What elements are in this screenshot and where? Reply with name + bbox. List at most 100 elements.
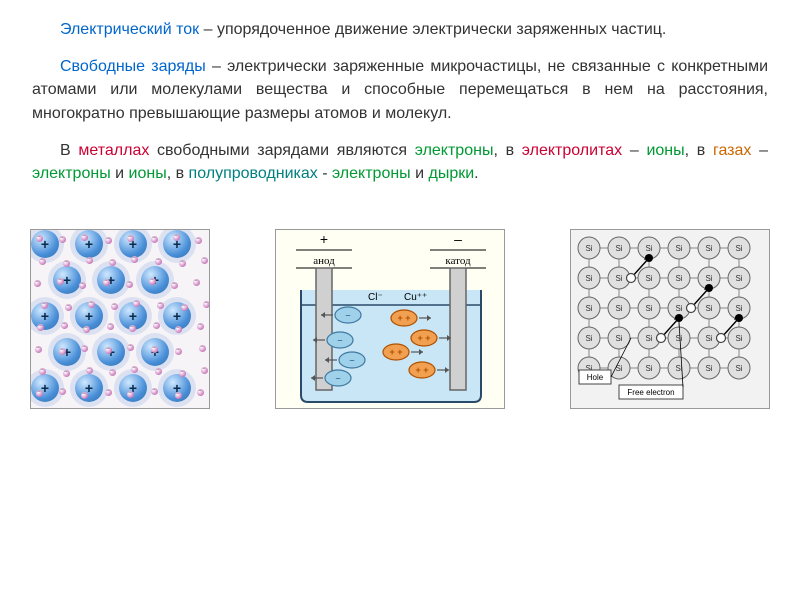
lattice-electron bbox=[153, 322, 160, 329]
svg-text:Si: Si bbox=[705, 274, 712, 283]
term-metals: металлах bbox=[78, 142, 149, 159]
lattice-electron bbox=[59, 388, 66, 395]
svg-text:катод: катод bbox=[445, 255, 471, 267]
svg-text:Si: Si bbox=[735, 334, 742, 343]
svg-text:Hole: Hole bbox=[587, 373, 604, 382]
lattice-electron bbox=[35, 346, 42, 353]
lattice-electron bbox=[109, 369, 116, 376]
svg-text:–: – bbox=[337, 335, 342, 345]
figure-metal-lattice bbox=[30, 229, 210, 409]
svg-text:Si: Si bbox=[645, 364, 652, 373]
lattice-electron bbox=[197, 389, 204, 396]
svg-text:Cu⁺⁺: Cu⁺⁺ bbox=[404, 292, 427, 303]
svg-text:+ +: + + bbox=[389, 347, 402, 357]
lattice-electron bbox=[111, 303, 118, 310]
svg-text:Si: Si bbox=[735, 304, 742, 313]
svg-text:–: – bbox=[349, 355, 354, 365]
svg-text:Si: Si bbox=[585, 304, 592, 313]
svg-text:Si: Si bbox=[735, 274, 742, 283]
svg-text:+ +: + + bbox=[417, 333, 430, 343]
lattice-electron bbox=[34, 280, 41, 287]
figure-row: +–анодкатодCl⁻Cu⁺⁺––––+ ++ ++ ++ + SiSiS… bbox=[0, 209, 800, 409]
svg-text:Si: Si bbox=[585, 274, 592, 283]
lattice-electron bbox=[203, 301, 210, 308]
svg-text:Si: Si bbox=[705, 364, 712, 373]
lattice-electron bbox=[37, 324, 44, 331]
lattice-electron bbox=[83, 326, 90, 333]
lattice-electron bbox=[105, 389, 112, 396]
svg-text:Cl⁻: Cl⁻ bbox=[368, 292, 383, 303]
term-ions-1: ионы bbox=[646, 142, 684, 159]
lattice-electron bbox=[201, 257, 208, 264]
lattice-electron bbox=[107, 323, 114, 330]
term-gases: газах bbox=[713, 142, 751, 159]
svg-text:Si: Si bbox=[675, 304, 682, 313]
lattice-electron bbox=[155, 368, 162, 375]
lattice-electron bbox=[105, 237, 112, 244]
svg-text:Si: Si bbox=[675, 274, 682, 283]
term-ions-2: ионы bbox=[129, 165, 167, 182]
lattice-electron bbox=[199, 345, 206, 352]
lattice-electron bbox=[155, 258, 162, 265]
svg-text:Si: Si bbox=[705, 244, 712, 253]
lattice-electron bbox=[195, 237, 202, 244]
lattice-electron bbox=[63, 370, 70, 377]
figure-semiconductor: Si Si Si Si Si Si Si Si Si Si Si Si Si Si Si Si Si Si Si Si… bbox=[570, 229, 770, 409]
term-electric-current: Электрический ток bbox=[60, 21, 199, 38]
svg-text:Si: Si bbox=[705, 304, 712, 313]
lattice-electron bbox=[157, 302, 164, 309]
term-electrolytes: электролитах bbox=[522, 142, 622, 159]
paragraph-media-types: В металлах свободными зарядами являются … bbox=[32, 139, 768, 185]
lattice-electron bbox=[81, 345, 88, 352]
svg-text:–: – bbox=[345, 310, 350, 320]
lattice-electron bbox=[79, 282, 86, 289]
lattice-electron bbox=[59, 236, 66, 243]
svg-text:–: – bbox=[454, 231, 462, 247]
lattice-ion bbox=[31, 230, 59, 258]
svg-text:Si: Si bbox=[675, 334, 682, 343]
svg-text:Si: Si bbox=[615, 334, 622, 343]
term-free-charges: Свободные заряды bbox=[60, 58, 206, 75]
lattice-electron bbox=[127, 344, 134, 351]
lattice-electron bbox=[179, 260, 186, 267]
svg-text:Si: Si bbox=[705, 334, 712, 343]
svg-text:+: + bbox=[320, 231, 328, 247]
svg-text:–: – bbox=[335, 373, 340, 383]
term-electrons-1: электроны bbox=[415, 142, 494, 159]
lattice-electron bbox=[175, 326, 182, 333]
lattice-electron bbox=[86, 257, 93, 264]
svg-text:+ +: + + bbox=[397, 313, 410, 323]
lattice-electron bbox=[131, 256, 138, 263]
lattice-electron bbox=[109, 259, 116, 266]
lattice-electron bbox=[86, 367, 93, 374]
text-content: Электрический ток – упорядоченное движен… bbox=[0, 0, 800, 209]
lattice-electron bbox=[39, 258, 46, 265]
lattice-electron bbox=[61, 322, 68, 329]
svg-text:Si: Si bbox=[615, 244, 622, 253]
svg-text:+ +: + + bbox=[415, 365, 428, 375]
paragraph-free-charges: Свободные заряды – электрически заряженн… bbox=[32, 55, 768, 125]
svg-text:Si: Si bbox=[585, 244, 592, 253]
term-holes: дырки bbox=[429, 165, 475, 182]
electrolyte-svg: +–анодкатодCl⁻Cu⁺⁺––––+ ++ ++ ++ + bbox=[276, 230, 506, 410]
lattice-ion bbox=[119, 374, 147, 402]
lattice-ion bbox=[75, 230, 103, 258]
lattice-electron bbox=[171, 282, 178, 289]
lattice-ion bbox=[31, 374, 59, 402]
lattice-ion bbox=[119, 230, 147, 258]
paragraph-electric-current: Электрический ток – упорядоченное движен… bbox=[32, 18, 768, 41]
svg-text:Si: Si bbox=[735, 244, 742, 253]
svg-text:анод: анод bbox=[313, 255, 335, 267]
svg-text:Si: Si bbox=[585, 334, 592, 343]
paragraph-1-rest: – упорядоченное движение электрически за… bbox=[199, 21, 666, 38]
svg-text:Si: Si bbox=[645, 244, 652, 253]
term-semiconductors: полупроводниках bbox=[189, 165, 318, 182]
svg-text:Si: Si bbox=[645, 334, 652, 343]
svg-text:Si: Si bbox=[645, 274, 652, 283]
term-electrons-2: электроны bbox=[32, 165, 111, 182]
svg-text:Free electron: Free electron bbox=[627, 388, 674, 397]
term-electrons-3: электроны bbox=[332, 165, 411, 182]
svg-text:Si: Si bbox=[615, 304, 622, 313]
lattice-electron bbox=[65, 304, 72, 311]
semiconductor-svg: Si Si Si Si Si Si Si Si Si Si Si Si Si Si Si Si Si Si Si Si… bbox=[571, 230, 771, 410]
